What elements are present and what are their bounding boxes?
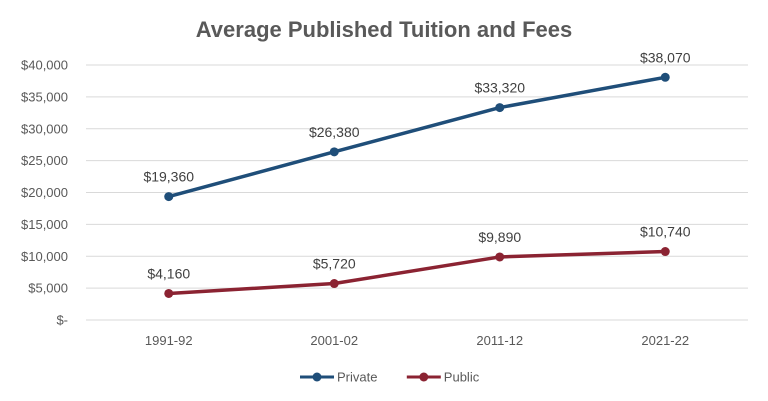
legend: Private Public: [300, 370, 480, 385]
y-axis: $- $5,000 $10,000 $15,000 $20,000 $25,000 $30,…: [21, 58, 68, 328]
x-tick-label: 2001-02: [310, 333, 358, 348]
legend-label: Private: [337, 370, 377, 385]
data-point: [495, 103, 505, 113]
legend-marker: [419, 372, 429, 382]
y-tick-label: $25,000: [21, 153, 68, 168]
chart-title: Average Published Tuition and Fees: [196, 17, 573, 42]
data-point: [164, 192, 174, 202]
data-point: [329, 279, 339, 289]
data-label: $10,740: [640, 224, 691, 240]
x-tick-label: 2021-22: [641, 333, 689, 348]
legend-label: Public: [444, 370, 480, 385]
gridlines: [86, 64, 748, 321]
y-tick-label: $10,000: [21, 249, 68, 264]
data-point: [660, 72, 670, 82]
y-tick-label: $5,000: [28, 281, 68, 296]
y-tick-label: $40,000: [21, 58, 68, 73]
data-label: $26,380: [309, 124, 360, 140]
y-tick-label: $30,000: [21, 121, 68, 136]
y-tick-label: $-: [56, 313, 68, 328]
data-label: $4,160: [147, 265, 190, 281]
data-label: $19,360: [143, 169, 194, 185]
y-tick-label: $20,000: [21, 185, 68, 200]
series-line-private: [167, 75, 667, 199]
data-label: $9,890: [478, 229, 521, 245]
data-point: [660, 247, 670, 257]
data-point: [329, 147, 339, 157]
data-label: $33,320: [474, 80, 525, 96]
x-tick-label: 2011-12: [476, 333, 523, 348]
data-point: [495, 252, 505, 262]
legend-marker: [312, 372, 322, 382]
data-label: $5,720: [313, 256, 356, 272]
data-point: [164, 288, 174, 298]
x-axis: 1991-92 2001-02 2011-12 2021-22: [145, 333, 689, 348]
y-tick-label: $15,000: [21, 217, 68, 232]
data-label: $38,070: [640, 49, 691, 65]
series-line-public: [167, 249, 667, 296]
y-tick-label: $35,000: [21, 89, 68, 104]
series-layer: $19,360 $26,380 $33,320 $38,070 $4,160 $5,720…: [143, 49, 691, 298]
x-tick-label: 1991-92: [145, 333, 193, 348]
